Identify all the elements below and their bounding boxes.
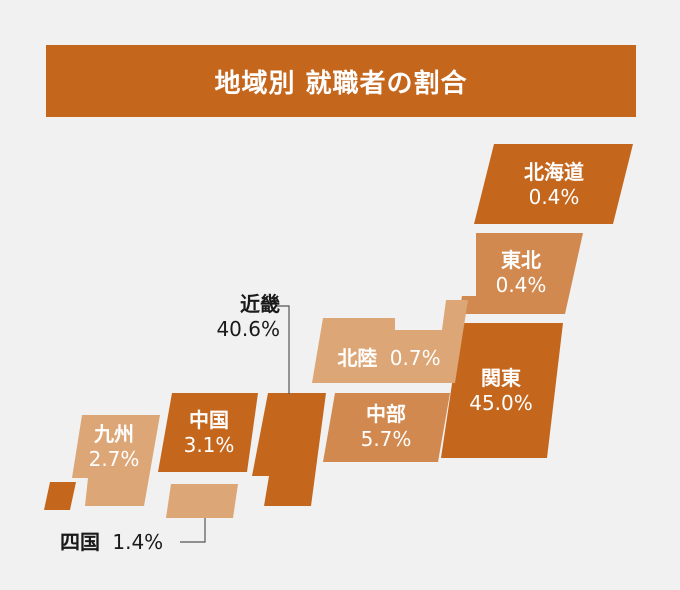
region-tohoku <box>459 233 583 314</box>
leader-line-shikoku <box>180 518 206 543</box>
region-name-kinki: 近畿 <box>240 292 280 316</box>
region-hokuriku <box>312 300 468 383</box>
chart-title: 地域別 就職者の割合 <box>46 45 636 117</box>
region-name-chugoku: 中国 <box>189 408 229 432</box>
region-kinki <box>252 393 326 506</box>
label-hokkaido: 北海道 0.4% <box>494 160 614 210</box>
region-chugoku <box>158 393 258 472</box>
region-name-kanto: 関東 <box>481 366 521 390</box>
region-value-shikoku: 1.4% <box>112 530 164 554</box>
region-name-kyushu: 九州 <box>94 422 134 446</box>
label-shikoku: 四国 1.4% <box>60 530 163 555</box>
region-name-hokuriku: 北陸 <box>337 346 378 370</box>
region-hokkaido <box>474 144 633 224</box>
region-name-shikoku: 四国 <box>60 530 100 554</box>
region-kanto <box>441 323 563 458</box>
label-kanto: 関東 45.0% <box>446 366 556 416</box>
label-kinki: 近畿 40.6% <box>200 292 280 342</box>
label-hokuriku: 北陸 0.7% <box>322 346 456 371</box>
region-name-tohoku: 東北 <box>501 248 541 272</box>
region-value-hokkaido: 0.4% <box>528 185 580 209</box>
label-kyushu: 九州 2.7% <box>72 422 156 472</box>
region-chubu <box>323 393 450 462</box>
region-shikoku <box>166 484 238 518</box>
region-value-tohoku: 0.4% <box>495 273 547 297</box>
region-value-kyushu: 2.7% <box>88 447 140 471</box>
region-kyushu <box>72 415 160 506</box>
leader-line-kinki <box>276 305 290 394</box>
region-value-chubu: 5.7% <box>360 427 412 451</box>
region-value-kinki: 40.6% <box>216 317 280 341</box>
label-chubu: 中部 5.7% <box>331 402 441 452</box>
region-value-chugoku: 3.1% <box>183 433 235 457</box>
label-tohoku: 東北 0.4% <box>466 248 576 298</box>
region-name-chubu: 中部 <box>366 402 406 426</box>
region-name-hokkaido: 北海道 <box>524 160 584 184</box>
region-value-kanto: 45.0% <box>469 391 533 415</box>
label-chugoku: 中国 3.1% <box>164 408 254 458</box>
region-value-hokuriku: 0.7% <box>389 346 441 370</box>
region-okinawa <box>44 482 76 510</box>
